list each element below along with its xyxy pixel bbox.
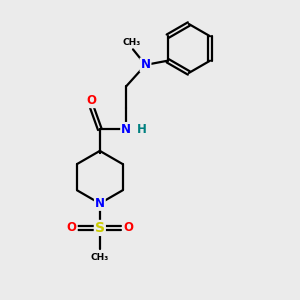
Text: O: O [86,94,97,107]
Text: O: O [67,221,77,234]
Text: N: N [140,58,151,71]
Text: CH₃: CH₃ [91,253,109,262]
Text: N: N [95,197,105,210]
Text: CH₃: CH₃ [122,38,141,47]
Text: O: O [123,221,133,234]
Text: H: H [137,123,147,136]
Text: S: S [95,221,105,235]
Text: N: N [121,123,131,136]
